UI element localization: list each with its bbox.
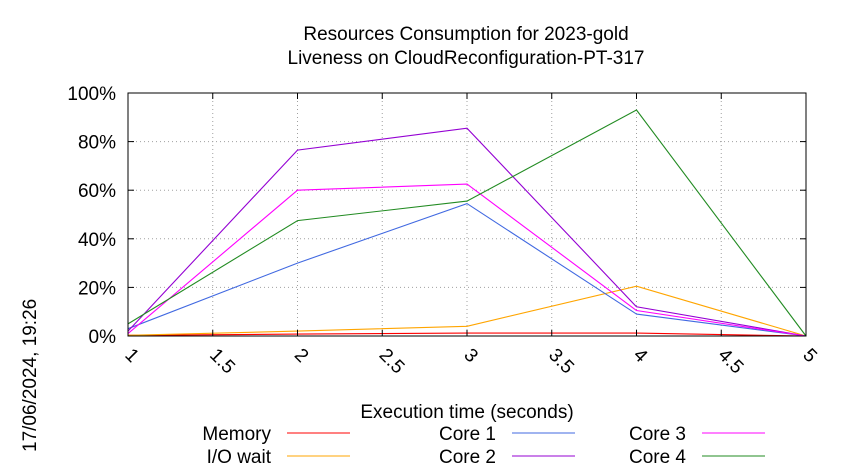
series-line-core-3 — [127, 183, 807, 337]
x-tick-label: 1 — [120, 345, 142, 367]
x-tick-label: 2 — [290, 345, 312, 367]
x-axis-tick-labels: 1 1.5 2 2.5 3 3.5 4 4.5 5 — [120, 345, 820, 379]
x-tick-label: 2.5 — [375, 345, 409, 379]
legend-label: I/O wait — [207, 447, 272, 468]
y-tick-label: 0% — [89, 327, 117, 348]
chart-title-block: Resources Consumption for 2023-gold Live… — [288, 24, 645, 69]
x-tick-label: 4.5 — [714, 345, 748, 379]
y-tick-label: 20% — [78, 278, 116, 299]
series-line-i-o-wait — [127, 285, 807, 337]
series-line-core-2 — [127, 127, 807, 337]
y-tick-label: 100% — [67, 84, 116, 105]
grid — [127, 92, 807, 337]
chart-subtitle: Liveness on CloudReconfiguration-PT-317 — [288, 48, 645, 69]
legend-item-core-3: Core 3 — [629, 424, 765, 445]
x-tick-label: 1.5 — [205, 345, 239, 379]
x-tick-label: 3.5 — [544, 345, 578, 379]
x-tick-label: 5 — [798, 345, 820, 367]
legend-item-core-2: Core 2 — [439, 447, 575, 468]
legend-label: Core 2 — [439, 447, 496, 468]
legend-label: Core 3 — [629, 424, 686, 445]
legend-label: Core 4 — [629, 447, 686, 468]
x-axis-label: Execution time (seconds) — [360, 402, 573, 423]
legend-label: Core 1 — [439, 424, 496, 445]
series-lines — [127, 109, 807, 337]
legend-item-core-1: Core 1 — [439, 424, 575, 445]
y-tick-label: 40% — [78, 230, 116, 251]
y-axis-tick-labels: 0% 20% 40% 60% 80% 100% — [67, 84, 116, 348]
chart-title: Resources Consumption for 2023-gold — [303, 24, 628, 45]
series-line-core-4 — [127, 109, 807, 337]
series-line-core-1 — [127, 202, 807, 337]
axis-ticks — [127, 92, 807, 337]
y-tick-label: 80% — [78, 133, 116, 154]
timestamp: 17/06/2024, 19:26 — [20, 299, 41, 452]
y-tick-label: 60% — [78, 181, 116, 202]
legend-item-i-o-wait: I/O wait — [207, 447, 350, 468]
x-tick-label: 4 — [629, 345, 652, 368]
legend-item-memory: Memory — [202, 424, 350, 445]
x-tick-label: 3 — [459, 345, 481, 367]
legend-item-core-4: Core 4 — [629, 447, 765, 468]
legend-label: Memory — [202, 424, 271, 445]
